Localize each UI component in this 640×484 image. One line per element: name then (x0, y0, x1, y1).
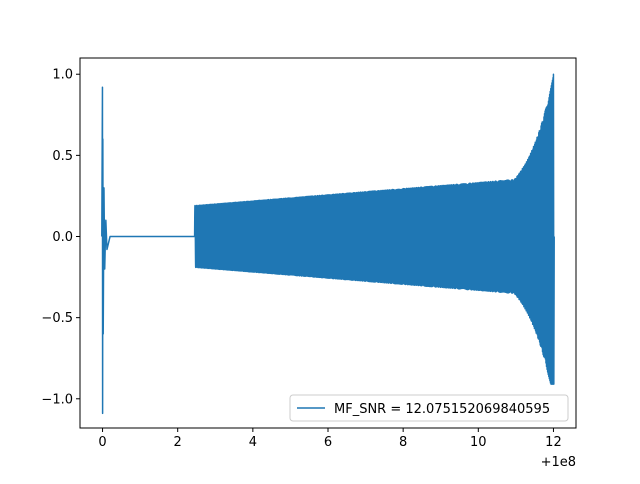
y-tick-label: −0.5 (41, 311, 73, 326)
x-tick-label: 4 (249, 435, 257, 450)
legend-box (289, 394, 569, 422)
legend-label: MF_SNR = 12.075152069840595 (334, 402, 550, 417)
x-tick-label: 12 (545, 435, 562, 450)
x-tick-label: 6 (324, 435, 332, 450)
x-tick-label: 0 (98, 435, 106, 450)
y-axis: −1.0 −0.5 0.0 0.5 1.0 (41, 68, 80, 407)
y-tick-label: 0.5 (52, 149, 73, 164)
x-axis: 0 2 4 6 8 10 12 (98, 428, 562, 450)
x-tick-label: 2 (174, 435, 182, 450)
x-tick-label: 8 (399, 435, 407, 450)
series-layer (101, 73, 555, 415)
y-tick-label: 0.0 (52, 230, 73, 245)
y-tick-label: −1.0 (41, 392, 73, 407)
series-line (101, 73, 555, 415)
y-tick-label: 1.0 (52, 68, 73, 83)
legend: MF_SNR = 12.075152069840595 (289, 394, 569, 422)
x-tick-label: 10 (470, 435, 487, 450)
x-offset-label: +1e8 (541, 455, 576, 470)
